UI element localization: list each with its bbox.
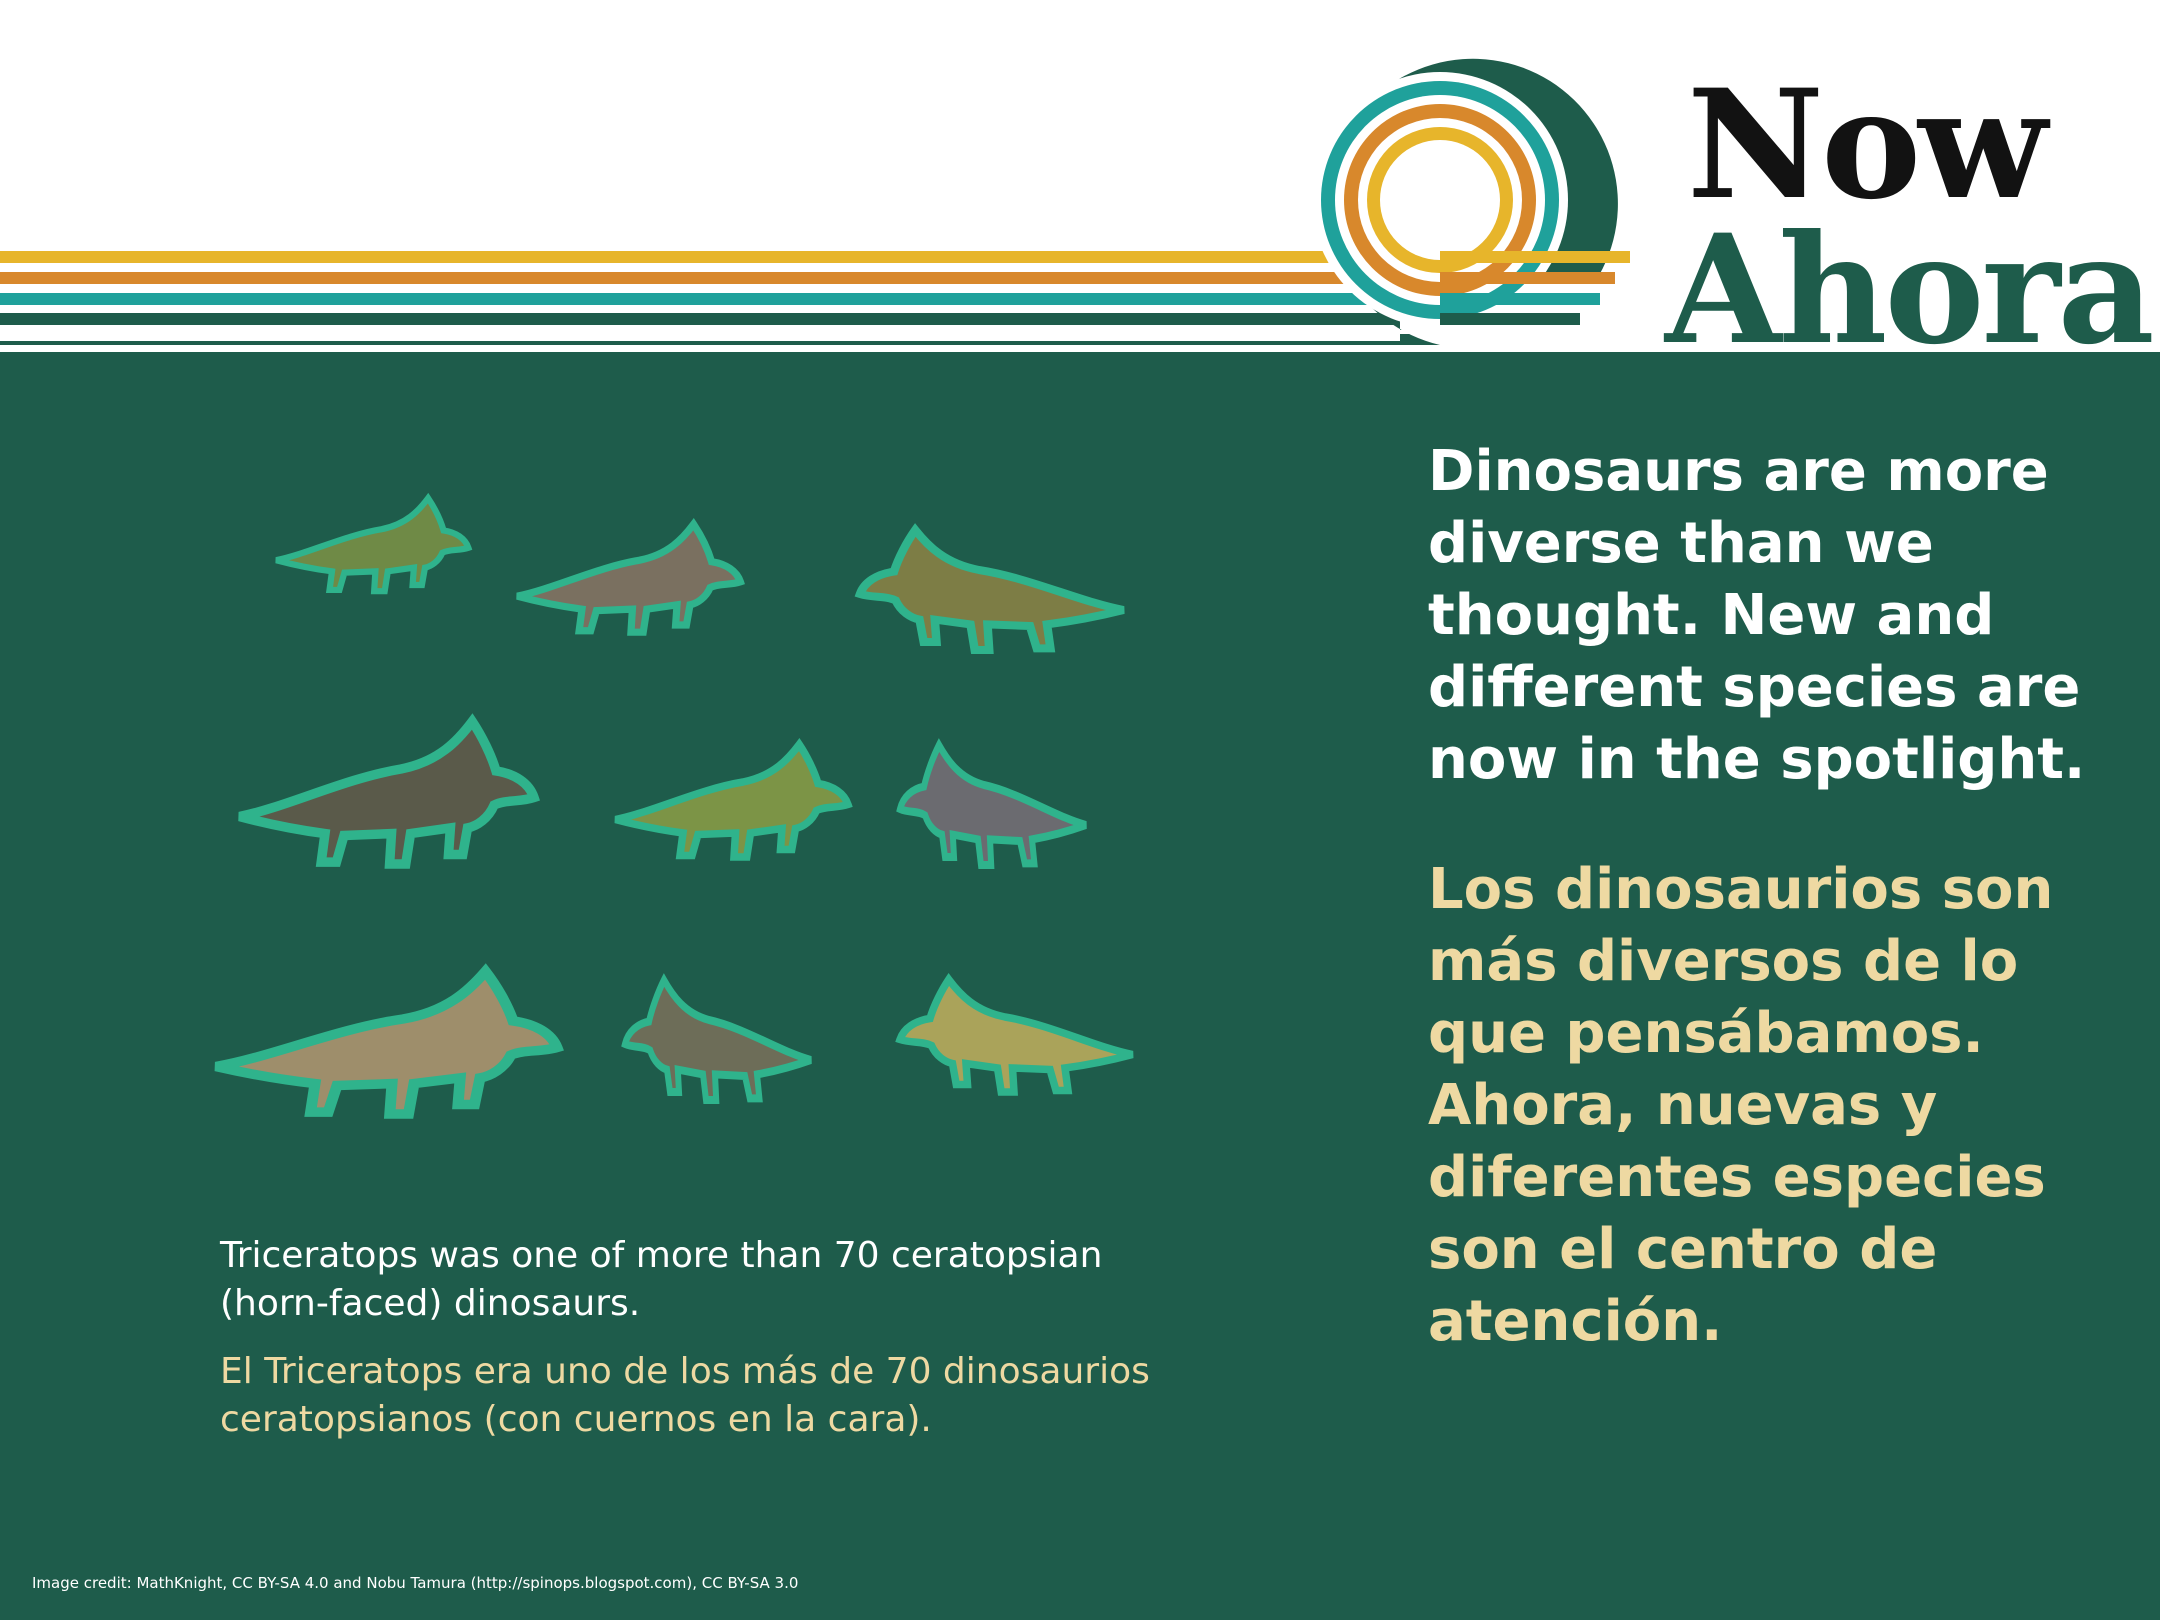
- stripe-yellow: [0, 251, 1400, 263]
- dino-7: [216, 972, 557, 1115]
- dino-8: [625, 980, 811, 1100]
- title-ahora: Ahora: [1665, 202, 2155, 378]
- dino-5: [616, 745, 849, 858]
- image-credit: Image credit: MathKnight, CC BY-SA 4.0 a…: [32, 1574, 799, 1592]
- rainbow-circle-icon: [1312, 58, 1630, 346]
- stripe-teal: [0, 293, 1400, 305]
- caption-english: Triceratops was one of more than 70 cera…: [220, 1235, 1103, 1324]
- stripe-green-thin: [0, 341, 1400, 345]
- dino-2: [517, 524, 740, 632]
- header: Now Ahora: [0, 0, 2160, 365]
- dino-6: [900, 745, 1086, 865]
- title: Now Ahora: [1665, 57, 2155, 378]
- caption: Triceratops was one of more than 70 cera…: [220, 1232, 1220, 1444]
- statement-spanish: Los dinosaurios son más diversos de lo q…: [1428, 857, 2054, 1354]
- stripe-green: [0, 313, 1400, 325]
- dino-4: [240, 722, 535, 865]
- ceratopsian-illustration: [190, 482, 1190, 1182]
- dino-9: [900, 980, 1133, 1093]
- dino-1: [276, 498, 468, 591]
- caption-spanish: El Triceratops era uno de los más de 70 …: [220, 1351, 1150, 1440]
- stripe-orange: [0, 272, 1400, 284]
- dino-3: [860, 530, 1124, 650]
- title-now: Now: [1687, 57, 2047, 233]
- main-panel: Triceratops was one of more than 70 cera…: [0, 352, 2160, 1620]
- statement-english: Dinosaurs are more diverse than we thoug…: [1428, 439, 2086, 792]
- rainbow-stripes-logo: [0, 58, 1630, 346]
- statement: Dinosaurs are more diverse than we thoug…: [1428, 436, 2128, 1358]
